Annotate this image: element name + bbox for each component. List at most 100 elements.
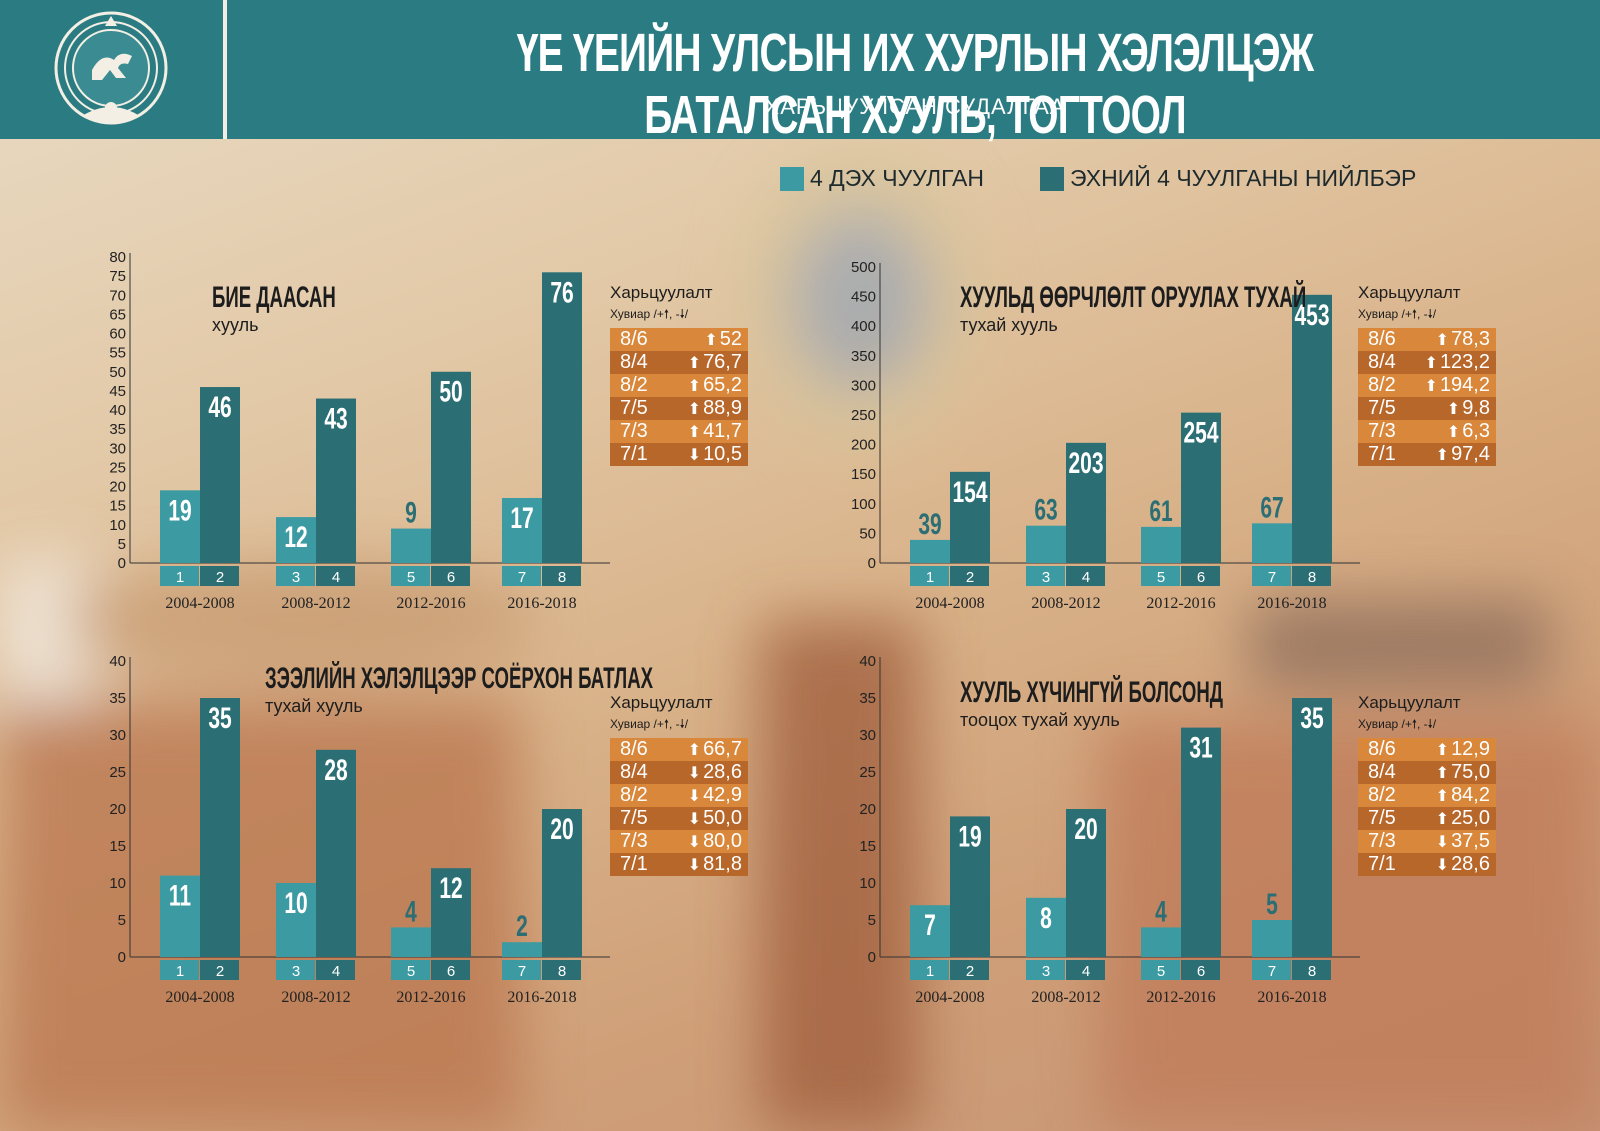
comparison-percent: 88,9 <box>703 397 742 419</box>
bar-fourth-session <box>502 497 542 563</box>
bar-fourth-session <box>910 905 950 957</box>
y-tick-label: 250 <box>851 407 876 424</box>
bar-value-label: 17 <box>510 502 533 534</box>
y-tick-label: 400 <box>851 318 876 335</box>
comparison-percent: 97,4 <box>1451 443 1490 465</box>
y-tick-label: 20 <box>859 801 876 818</box>
comparison-row: 7/5 ⬆ 25,0 <box>1358 807 1496 830</box>
bar-fourth-session <box>1252 920 1292 957</box>
arrow-up-icon: ⬆ <box>687 401 702 418</box>
comparison-percent: 41,7 <box>703 420 742 442</box>
bar-number-label: 8 <box>558 963 566 980</box>
bar-first-four-sessions-sum <box>1066 442 1106 563</box>
arrow-up-icon: ⬆ <box>1435 811 1450 828</box>
bar-number-box <box>1292 566 1331 586</box>
bar-first-four-sessions-sum <box>200 387 240 563</box>
bar-number-label: 1 <box>176 963 184 980</box>
comparison-row: 7/1 ⬇ 28,6 <box>1358 853 1496 876</box>
bar-first-four-sessions-sum <box>542 272 582 563</box>
bar-first-four-sessions-sum <box>431 868 471 957</box>
bar-value-label: 39 <box>918 508 941 540</box>
x-category-label: 2004-2008 <box>915 595 984 612</box>
comparison-row: 8/6 ⬆ 52 <box>610 328 748 351</box>
comparison-ratio-label: 7/5 <box>620 807 648 829</box>
bar-number-label: 5 <box>407 569 415 586</box>
comparison-ratio-label: 7/5 <box>1368 807 1396 829</box>
arrow-down-icon: ⬇ <box>1435 857 1450 874</box>
x-category-label: 2004-2008 <box>165 989 234 1006</box>
bar-value-label: 50 <box>439 376 462 408</box>
bar-first-four-sessions-sum <box>431 371 471 563</box>
bar-value-label: 254 <box>1183 417 1219 449</box>
bar-number-box <box>431 566 470 586</box>
bar-fourth-session <box>1252 523 1292 563</box>
comparison-title: Харьцуулалт <box>1358 283 1461 302</box>
comparison-percent: 37,5 <box>1451 830 1490 852</box>
bar-number-label: 2 <box>966 963 974 980</box>
comparison-percent: 75,0 <box>1451 761 1490 783</box>
chart-title: БИЕ ДААСАН <box>212 281 336 314</box>
x-category-label: 2016-2018 <box>507 595 576 612</box>
y-tick-label: 45 <box>109 383 126 400</box>
y-tick-label: 35 <box>109 421 126 438</box>
comparison-row: 7/3 ⬇ 80,0 <box>610 830 748 853</box>
bar-fourth-session <box>1026 897 1066 957</box>
legend-item-first-4-sessions-sum: ЭХНИЙ 4 ЧУУЛГАНЫ НИЙЛБЭР <box>1040 165 1416 192</box>
comparison-value: ⬆ 52 <box>704 328 742 351</box>
comparison-value: ⬆ 9,8 <box>1447 397 1490 420</box>
comparison-subtitle: Хувиар /+🠕, -🠗/ <box>610 307 689 321</box>
comparison-value: ⬆ 88,9 <box>688 397 742 420</box>
y-tick-label: 10 <box>109 517 126 534</box>
arrow-up-icon: ⬆ <box>1435 765 1450 782</box>
bar-number-label: 5 <box>407 963 415 980</box>
bar-value-label: 76 <box>550 277 573 309</box>
arrow-down-icon: ⬇ <box>687 447 702 464</box>
comparison-ratio-label: 7/3 <box>620 830 648 852</box>
bar-number-box <box>542 566 581 586</box>
y-tick-label: 0 <box>118 555 126 572</box>
bar-number-box <box>1066 566 1105 586</box>
comparison-row: 8/2 ⬆ 84,2 <box>1358 784 1496 807</box>
bar-number-label: 1 <box>926 569 934 586</box>
y-tick-label: 60 <box>109 326 126 343</box>
bar-value-label: 203 <box>1068 447 1103 479</box>
comparison-percent: 123,2 <box>1439 351 1490 373</box>
y-tick-label: 40 <box>109 653 126 670</box>
comparison-ratio-label: 8/2 <box>1368 374 1396 396</box>
bar-value-label: 46 <box>208 392 231 424</box>
bar-number-box <box>200 566 239 586</box>
bar-value-label: 8 <box>1040 902 1052 934</box>
legend-item-4th-session: 4 ДЭХ ЧУУЛГАН <box>780 165 984 192</box>
comparison-row: 7/1 ⬇ 10,5 <box>610 443 748 466</box>
y-tick-label: 35 <box>859 690 876 707</box>
bar-value-label: 61 <box>1149 495 1172 527</box>
comparison-ratio-label: 7/1 <box>620 443 648 465</box>
comparison-row: 8/6 ⬆ 78,3 <box>1358 328 1496 351</box>
bar-number-box <box>160 566 199 586</box>
mongolia-state-emblem-icon <box>54 11 168 125</box>
bar-number-label: 4 <box>332 569 340 586</box>
comparison-table: 8/6 ⬆ 12,9 8/4 ⬆ 75,0 8/2 ⬆ 84,2 7/5 ⬆ 25,0 7/3 ⬇ 37,5… <box>1358 738 1496 876</box>
arrow-up-icon: ⬆ <box>687 424 702 441</box>
y-tick-label: 0 <box>868 555 876 572</box>
arrow-down-icon: ⬇ <box>1435 834 1450 851</box>
arrow-up-icon: ⬆ <box>1435 742 1450 759</box>
header-divider <box>223 0 227 139</box>
y-tick-label: 15 <box>109 838 126 855</box>
comparison-percent: 66,7 <box>703 738 742 760</box>
arrow-down-icon: ⬇ <box>687 834 702 851</box>
comparison-ratio-label: 8/6 <box>1368 328 1396 350</box>
bar-number-box <box>1292 960 1331 980</box>
bar-number-box <box>910 960 949 980</box>
bar-value-label: 67 <box>1260 492 1283 524</box>
comparison-value: ⬇ 37,5 <box>1436 830 1490 853</box>
bar-number-box <box>1066 960 1105 980</box>
comparison-percent: 9,8 <box>1462 397 1490 419</box>
comparison-value: ⬆ 41,7 <box>688 420 742 443</box>
bar-number-box <box>1141 566 1180 586</box>
legend-swatch-first-4-sessions-sum <box>1040 166 1064 191</box>
bar-number-box <box>316 566 355 586</box>
comparison-subtitle: Хувиар /+🠕, -🠗/ <box>1358 307 1437 321</box>
bar-value-label: 20 <box>1074 814 1097 846</box>
